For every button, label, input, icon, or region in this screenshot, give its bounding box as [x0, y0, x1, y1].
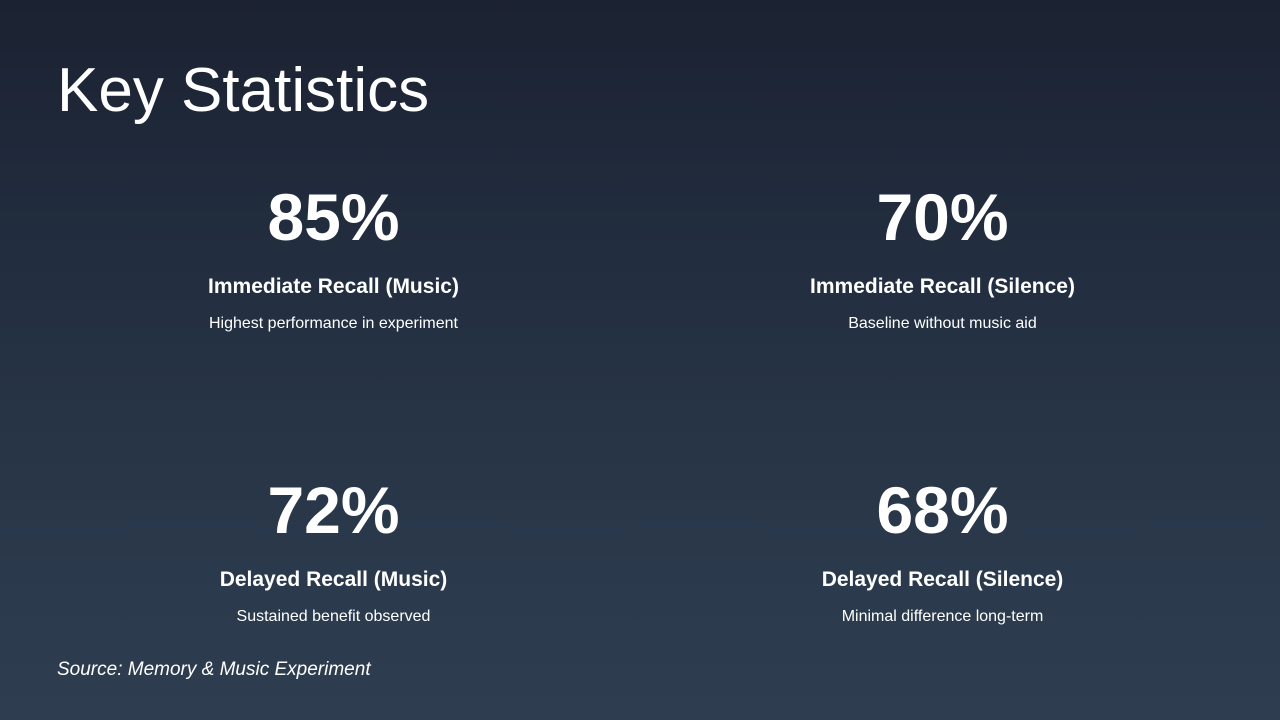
stat-description: Baseline without music aid — [848, 315, 1037, 332]
stat-label: Delayed Recall (Music) — [219, 568, 448, 591]
stat-label: Immediate Recall (Silence) — [810, 275, 1075, 298]
stat-label: Immediate Recall (Music) — [208, 275, 459, 298]
stat-value: 72% — [267, 473, 400, 547]
stat-card-immediate-music: 85% Immediate Recall (Music) Highest per… — [29, 180, 638, 334]
stat-value: 85% — [267, 180, 400, 254]
page-title: Key Statistics — [57, 56, 430, 125]
stat-value: 70% — [876, 180, 1009, 254]
stat-label: Delayed Recall (Silence) — [821, 568, 1064, 591]
stat-card-delayed-music: 72% Delayed Recall (Music) Sustained ben… — [29, 473, 638, 627]
stat-description: Minimal difference long-term — [841, 608, 1044, 625]
source-citation: Source: Memory & Music Experiment — [57, 659, 371, 680]
stat-description: Sustained benefit observed — [236, 608, 431, 625]
stat-card-delayed-silence: 68% Delayed Recall (Silence) Minimal dif… — [638, 473, 1247, 627]
stat-value: 68% — [876, 473, 1009, 547]
stat-description: Highest performance in experiment — [208, 315, 458, 332]
stat-card-immediate-silence: 70% Immediate Recall (Silence) Baseline … — [638, 180, 1247, 334]
